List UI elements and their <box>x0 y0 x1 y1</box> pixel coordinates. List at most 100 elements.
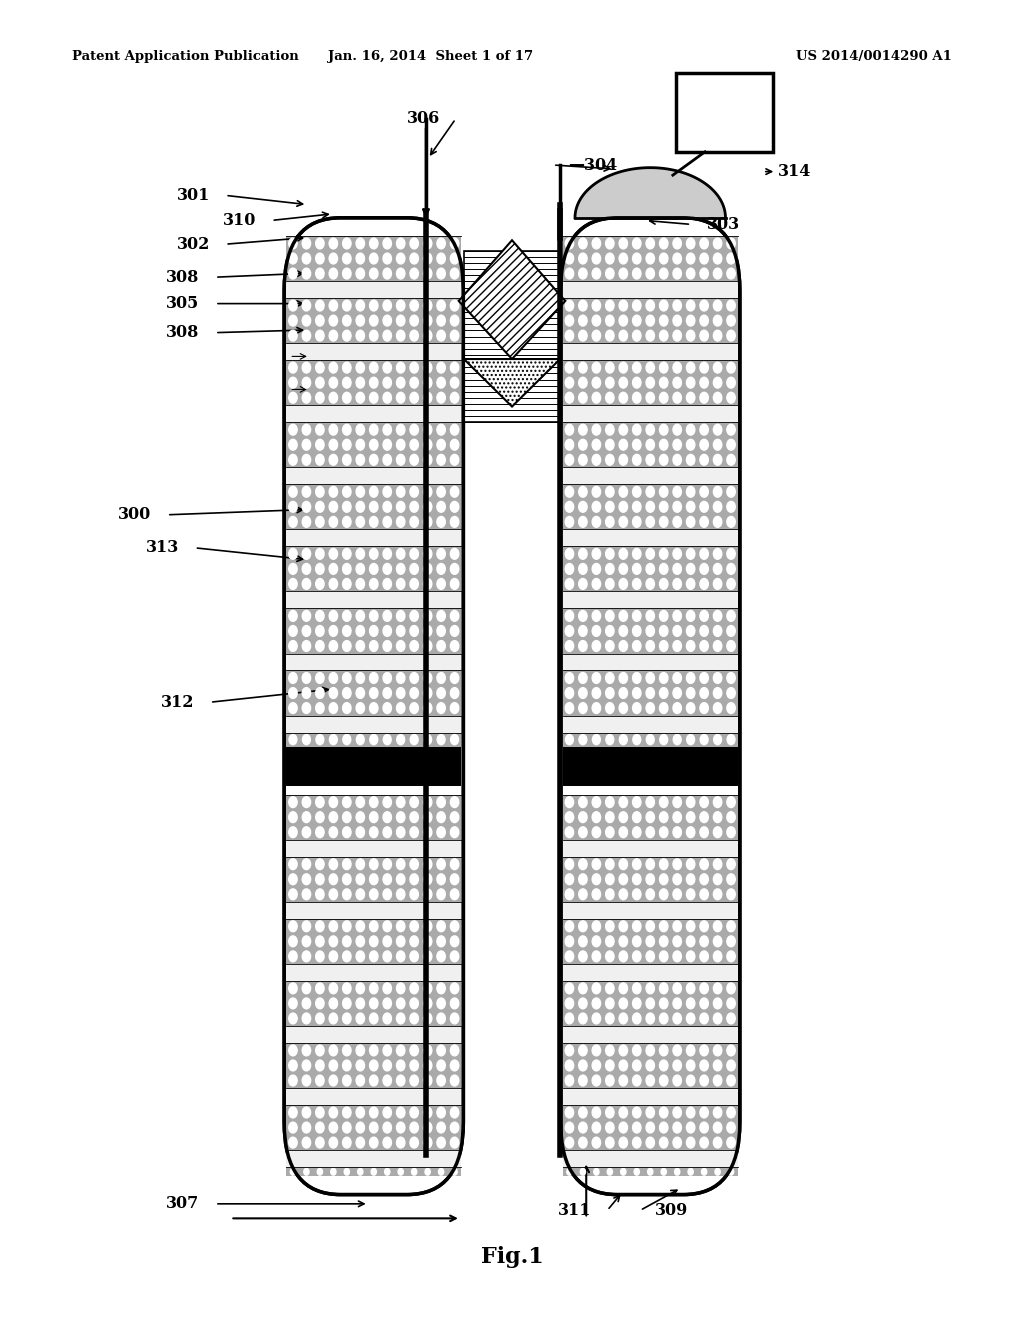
Circle shape <box>343 610 351 622</box>
Circle shape <box>289 502 297 512</box>
Circle shape <box>659 378 668 388</box>
Circle shape <box>673 998 681 1008</box>
Circle shape <box>437 673 445 684</box>
Circle shape <box>605 1107 614 1118</box>
Circle shape <box>686 315 695 326</box>
Circle shape <box>424 548 432 560</box>
Circle shape <box>383 921 391 932</box>
Circle shape <box>383 486 391 498</box>
Circle shape <box>646 330 654 341</box>
Bar <box>286 857 461 902</box>
Circle shape <box>424 315 432 326</box>
Bar <box>286 981 461 1026</box>
Circle shape <box>410 983 419 994</box>
Circle shape <box>424 702 432 714</box>
Circle shape <box>592 1074 600 1086</box>
Circle shape <box>315 998 324 1008</box>
Circle shape <box>396 1060 404 1071</box>
Circle shape <box>329 1012 338 1024</box>
Circle shape <box>302 268 310 279</box>
Circle shape <box>396 548 404 560</box>
Circle shape <box>437 392 445 403</box>
Circle shape <box>606 734 613 744</box>
Circle shape <box>437 610 445 622</box>
Circle shape <box>437 921 445 932</box>
Circle shape <box>410 626 419 636</box>
Circle shape <box>727 702 735 714</box>
Circle shape <box>451 888 459 900</box>
Circle shape <box>700 440 709 450</box>
Circle shape <box>451 315 459 326</box>
Circle shape <box>302 564 310 574</box>
Circle shape <box>565 734 573 744</box>
Circle shape <box>727 454 735 465</box>
Circle shape <box>451 998 459 1008</box>
Circle shape <box>714 300 722 312</box>
Circle shape <box>451 454 459 465</box>
Circle shape <box>302 702 310 714</box>
Circle shape <box>700 502 709 512</box>
Circle shape <box>343 578 351 589</box>
Circle shape <box>343 998 351 1008</box>
Circle shape <box>633 315 641 326</box>
Circle shape <box>289 238 297 249</box>
Circle shape <box>659 440 668 450</box>
Circle shape <box>356 378 365 388</box>
Circle shape <box>315 253 324 264</box>
Bar <box>286 467 461 484</box>
Circle shape <box>565 300 573 312</box>
Circle shape <box>646 888 654 900</box>
Circle shape <box>410 238 419 249</box>
Circle shape <box>289 983 297 994</box>
Circle shape <box>714 950 722 962</box>
Circle shape <box>579 548 587 560</box>
Text: 311: 311 <box>558 1203 592 1218</box>
Circle shape <box>646 921 654 932</box>
Circle shape <box>605 797 614 808</box>
Circle shape <box>437 268 445 279</box>
Circle shape <box>370 1045 378 1056</box>
Circle shape <box>329 983 338 994</box>
Circle shape <box>410 268 419 279</box>
Circle shape <box>302 626 310 636</box>
Circle shape <box>673 983 681 994</box>
Circle shape <box>451 502 459 512</box>
Circle shape <box>700 874 709 884</box>
Circle shape <box>659 1074 668 1086</box>
Circle shape <box>329 797 338 808</box>
Circle shape <box>700 268 709 279</box>
Circle shape <box>370 688 378 698</box>
Circle shape <box>289 454 297 465</box>
Polygon shape <box>459 240 565 359</box>
Circle shape <box>315 238 324 249</box>
Circle shape <box>633 564 641 574</box>
Circle shape <box>714 812 722 822</box>
Circle shape <box>410 936 419 946</box>
Circle shape <box>356 936 365 946</box>
Circle shape <box>592 486 600 498</box>
Circle shape <box>410 797 419 808</box>
Circle shape <box>289 702 297 714</box>
Circle shape <box>356 673 365 684</box>
Circle shape <box>329 626 338 636</box>
Circle shape <box>714 378 722 388</box>
Circle shape <box>565 688 573 698</box>
Circle shape <box>329 486 338 498</box>
Circle shape <box>592 378 600 388</box>
Circle shape <box>727 330 735 341</box>
Circle shape <box>605 626 614 636</box>
Bar <box>676 73 773 152</box>
Circle shape <box>686 688 695 698</box>
Circle shape <box>329 610 338 622</box>
Circle shape <box>370 1107 378 1118</box>
Bar <box>286 964 461 981</box>
Circle shape <box>620 702 628 714</box>
Circle shape <box>714 424 722 436</box>
Circle shape <box>700 702 709 714</box>
Circle shape <box>289 315 297 326</box>
Circle shape <box>659 874 668 884</box>
Circle shape <box>605 378 614 388</box>
Circle shape <box>396 300 404 312</box>
Circle shape <box>727 578 735 589</box>
Circle shape <box>700 626 709 636</box>
